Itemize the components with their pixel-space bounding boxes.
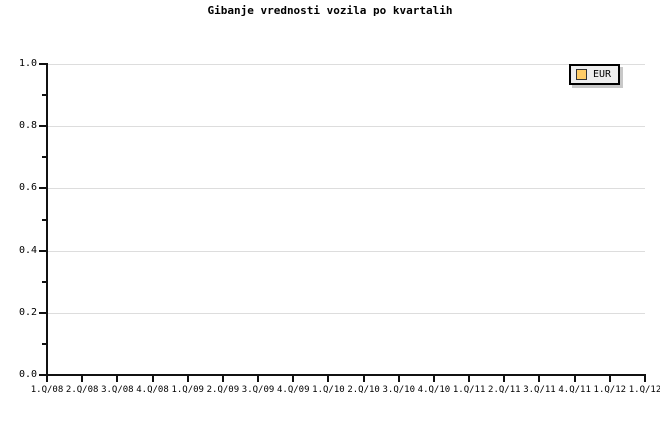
x-axis-tick (257, 376, 260, 382)
x-axis-tick-label: 3.Q/11 (523, 385, 556, 395)
x-axis-tick-label: 4.Q/10 (417, 385, 451, 395)
x-axis-tick (573, 376, 576, 382)
x-axis-tick (644, 376, 646, 382)
x-axis-tick-label: 1.Q/09 (171, 385, 204, 395)
x-axis-tick-label: 1.Q/12 (628, 385, 660, 395)
y-axis-tick-major (39, 249, 47, 252)
y-axis-tick-label: 0.2 (18, 306, 37, 318)
x-axis-tick (397, 376, 400, 382)
y-axis-tick-label: 0.8 (18, 120, 37, 132)
gridline (47, 250, 645, 252)
y-axis-tick-major (39, 311, 47, 314)
x-axis-tick-label: 1.Q/11 (452, 385, 486, 395)
y-axis-tick-minor (42, 218, 47, 221)
x-axis-tick (432, 376, 435, 382)
y-axis-tick-major (39, 125, 47, 128)
y-axis-tick-minor (42, 94, 47, 97)
x-axis-tick (538, 376, 541, 382)
gridline (47, 64, 645, 65)
x-axis-tick (151, 376, 154, 382)
y-axis-tick-label: 0.4 (18, 244, 37, 256)
chart-title: Gibanje vrednosti vozila po kvartalih (207, 4, 453, 17)
y-axis-tick-minor (42, 280, 47, 283)
x-axis-tick (116, 376, 119, 382)
y-axis-tick-minor (42, 342, 47, 345)
x-axis-tick (81, 376, 84, 382)
x-axis-tick-label: 3.Q/09 (241, 385, 275, 395)
x-axis-tick (46, 376, 48, 382)
gridline (47, 312, 645, 314)
y-axis-tick-label: 0.0 (18, 369, 37, 380)
y-axis-line (46, 63, 48, 376)
x-axis-tick-label: 3.Q/08 (101, 385, 134, 395)
x-axis-tick-label: 2.Q/10 (347, 385, 380, 395)
x-axis-tick-label: 4.Q/11 (558, 385, 591, 395)
x-axis-tick (468, 376, 471, 382)
x-axis-tick (503, 376, 506, 382)
x-axis-tick-label: 1.Q/08 (30, 385, 64, 395)
gridline (47, 126, 645, 128)
y-axis-tick-label: 0.6 (18, 182, 37, 194)
x-axis-tick (221, 376, 224, 382)
y-axis-tick-major (39, 63, 47, 65)
x-axis-tick-label: 1.Q/12 (593, 385, 627, 395)
x-axis-tick (362, 376, 365, 382)
plot-area (47, 64, 645, 376)
y-axis-tick-minor (42, 156, 47, 159)
y-axis-tick-major (39, 187, 47, 190)
x-axis-tick (186, 376, 189, 382)
x-axis-tick-label: 4.Q/09 (276, 385, 310, 395)
y-axis-tick-major (39, 374, 47, 376)
legend-swatch-eur (576, 69, 587, 80)
x-axis-line (46, 374, 646, 376)
x-axis-tick-label: 4.Q/08 (136, 385, 169, 395)
x-axis-tick (608, 376, 611, 382)
x-axis-tick (292, 376, 295, 382)
gridline (47, 188, 645, 190)
chart-legend[interactable]: EUR (569, 64, 621, 85)
y-axis-labels: 0.0 0.2 0.4 0.6 0.8 1.0 (0, 0, 37, 440)
x-axis-tick (327, 376, 330, 382)
x-axis-tick-label: 1.Q/10 (312, 385, 345, 395)
x-axis-tick-label: 2.Q/09 (206, 385, 240, 395)
x-axis-tick-label: 2.Q/11 (488, 385, 521, 395)
x-axis-tick-label: 3.Q/10 (382, 385, 416, 395)
y-axis-tick-label: 1.0 (18, 58, 37, 69)
gridlines (47, 64, 645, 376)
legend-label-eur: EUR (593, 69, 612, 80)
x-axis-tick-label: 2.Q/08 (65, 385, 99, 395)
